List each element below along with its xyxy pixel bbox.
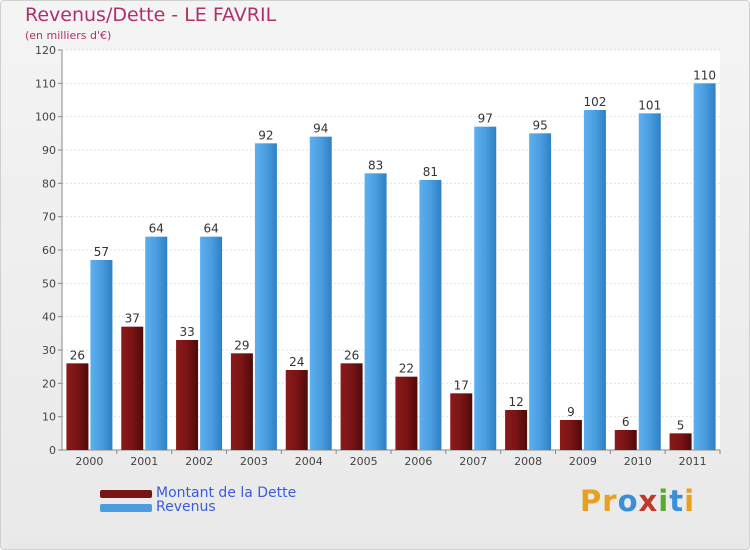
y-tick-label: 80 <box>42 177 56 190</box>
data-label-dette: 17 <box>454 378 469 392</box>
bar-dette <box>669 433 692 450</box>
bar-dette <box>285 370 308 450</box>
bar-revenus <box>693 83 716 450</box>
y-tick-label: 60 <box>42 244 56 257</box>
data-label-revenus: 101 <box>638 98 661 112</box>
data-label-dette: 33 <box>179 325 194 339</box>
bar-dette <box>395 376 418 450</box>
bar-dette <box>450 393 473 450</box>
bar-revenus <box>309 136 332 450</box>
data-label-revenus: 102 <box>583 95 606 109</box>
x-tick-label: 2006 <box>404 455 432 468</box>
data-label-revenus: 110 <box>693 68 716 82</box>
logo-letter: o <box>617 484 639 518</box>
data-label-revenus: 81 <box>423 165 438 179</box>
legend-swatch-dette <box>100 490 152 498</box>
data-label-dette: 26 <box>70 348 85 362</box>
bar-revenus <box>529 133 552 451</box>
legend-label-revenus: Revenus <box>156 499 216 515</box>
data-label-dette: 37 <box>125 312 140 326</box>
logo-letter: P <box>580 484 603 518</box>
data-label-dette: 6 <box>622 415 630 429</box>
logo-letter: r <box>602 484 618 518</box>
bar-revenus <box>364 173 387 451</box>
y-tick-label: 120 <box>35 44 56 57</box>
x-tick-label: 2005 <box>350 455 378 468</box>
data-label-dette: 29 <box>234 338 249 352</box>
data-label-revenus: 64 <box>203 222 218 236</box>
y-tick-label: 110 <box>35 77 56 90</box>
proxiti-logo: Proxiti <box>580 484 695 518</box>
data-label-revenus: 97 <box>478 112 493 126</box>
x-tick-label: 2000 <box>75 455 103 468</box>
x-tick-label: 2002 <box>185 455 213 468</box>
x-tick-label: 2010 <box>624 455 652 468</box>
data-label-revenus: 57 <box>94 245 109 259</box>
data-label-revenus: 64 <box>149 222 164 236</box>
data-label-revenus: 92 <box>258 128 273 142</box>
bar-revenus <box>638 113 661 450</box>
y-tick-label: 100 <box>35 111 56 124</box>
y-tick-label: 0 <box>49 444 56 457</box>
y-tick-label: 50 <box>42 277 56 290</box>
data-label-dette: 9 <box>567 405 575 419</box>
x-tick-label: 2011 <box>679 455 707 468</box>
data-label-dette: 26 <box>344 348 359 362</box>
data-label-revenus: 95 <box>532 118 547 132</box>
y-tick-label: 40 <box>42 311 56 324</box>
y-tick-label: 30 <box>42 344 56 357</box>
x-tick-label: 2004 <box>295 455 323 468</box>
x-tick-label: 2007 <box>459 455 487 468</box>
bar-dette <box>505 410 528 450</box>
data-label-revenus: 94 <box>313 122 328 136</box>
bar-revenus <box>90 260 113 450</box>
bar-revenus <box>145 236 168 450</box>
y-tick-label: 10 <box>42 411 56 424</box>
x-tick-label: 2009 <box>569 455 597 468</box>
bar-dette <box>121 326 144 450</box>
bar-revenus <box>583 110 606 450</box>
bar-revenus <box>254 143 277 451</box>
x-tick-label: 2008 <box>514 455 542 468</box>
chart-subtitle: (en milliers d'€) <box>25 29 112 42</box>
chart-title: Revenus/Dette - LE FAVRIL <box>25 4 277 26</box>
data-label-dette: 5 <box>677 418 685 432</box>
legend-swatch-revenus <box>100 504 152 512</box>
bar-dette <box>559 420 582 450</box>
bar-dette <box>340 363 363 450</box>
bar-dette <box>176 340 199 450</box>
x-tick-label: 2003 <box>240 455 268 468</box>
data-label-dette: 24 <box>289 355 304 369</box>
logo-letter: t <box>669 484 685 518</box>
data-label-revenus: 83 <box>368 158 383 172</box>
data-label-dette: 12 <box>508 395 523 409</box>
logo-letter: i <box>658 484 670 518</box>
y-tick-label: 70 <box>42 211 56 224</box>
bar-dette <box>614 430 637 450</box>
legend-label-dette: Montant de la Dette <box>156 485 297 501</box>
x-tick-label: 2001 <box>130 455 158 468</box>
y-tick-label: 90 <box>42 144 56 157</box>
logo-letter: i <box>684 484 696 518</box>
bar-revenus <box>419 180 442 450</box>
bar-dette <box>230 353 253 450</box>
logo-letter: x <box>638 484 659 518</box>
bar-dette <box>66 363 89 450</box>
bar-revenus <box>474 126 497 451</box>
bar-revenus <box>200 236 223 450</box>
y-tick-label: 20 <box>42 377 56 390</box>
data-label-dette: 22 <box>399 362 414 376</box>
